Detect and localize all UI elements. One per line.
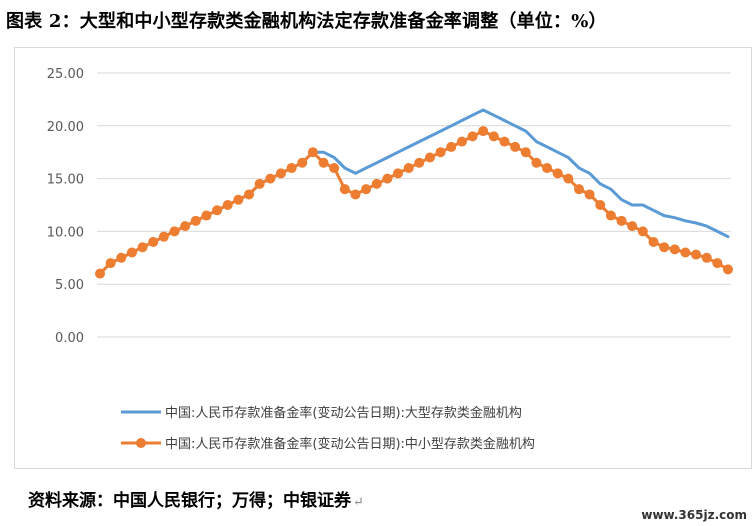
- data-point: [297, 157, 308, 168]
- data-point: [499, 136, 510, 147]
- chart-frame: 0.00 5.00 10.00 15.00 20.00 25.00 中国:人民币存款准备金…: [14, 47, 752, 469]
- data-point: [180, 221, 191, 232]
- source-note: 资料来源：中国人民银行；万得；中银证券 ↵: [28, 486, 364, 511]
- data-point: [212, 205, 223, 216]
- data-point: [637, 226, 648, 237]
- return-mark: ↵: [353, 495, 364, 510]
- data-point: [531, 157, 542, 168]
- data-point: [680, 247, 691, 258]
- data-point: [701, 252, 712, 263]
- data-point: [446, 141, 457, 152]
- data-point: [244, 189, 255, 200]
- data-point: [616, 215, 627, 226]
- data-point: [542, 163, 553, 174]
- data-point: [233, 194, 244, 205]
- data-point: [371, 178, 382, 189]
- y-tick-label: 20.00: [47, 120, 84, 135]
- y-tick-label: 10.00: [47, 225, 84, 240]
- data-point: [488, 131, 499, 142]
- data-point: [350, 189, 361, 200]
- data-point: [435, 147, 446, 158]
- data-point: [254, 178, 265, 189]
- source-text: 资料来源：中国人民银行；万得；中银证券: [28, 491, 351, 511]
- data-point: [552, 168, 563, 179]
- y-tick-label: 5.00: [55, 278, 84, 293]
- data-point: [584, 189, 595, 200]
- data-point: [105, 258, 116, 269]
- data-point: [169, 226, 180, 237]
- data-point: [286, 163, 297, 174]
- y-tick-label: 25.00: [47, 67, 84, 82]
- data-point: [669, 244, 680, 255]
- y-tick-label: 15.00: [47, 173, 84, 188]
- y-axis-tick-labels: 0.00 5.00 10.00 15.00 20.00 25.00: [47, 67, 84, 346]
- data-point: [275, 168, 286, 179]
- data-point: [478, 126, 489, 137]
- data-point: [424, 152, 435, 163]
- data-point: [648, 236, 659, 247]
- legend-entry-0: 中国:人民币存款准备金率(变动公告日期):大型存款类金融机构: [121, 405, 522, 421]
- data-point: [691, 249, 702, 260]
- series-line-large-institutions: [98, 108, 730, 276]
- data-point: [563, 173, 574, 184]
- data-point: [605, 210, 616, 221]
- data-point: [222, 200, 233, 210]
- data-point: [382, 173, 393, 184]
- data-point: [712, 258, 723, 269]
- watermark: www.365jz.com: [641, 508, 747, 522]
- data-point: [659, 242, 670, 253]
- data-point: [510, 141, 521, 152]
- data-point: [627, 221, 638, 232]
- data-point: [393, 168, 404, 179]
- gridlines: [97, 72, 731, 338]
- data-point: [190, 215, 201, 226]
- page-title: 图表 2：大型和中小型存款类金融机构法定存款准备金率调整（单位：%）: [6, 11, 607, 32]
- data-point: [361, 184, 372, 195]
- data-point: [95, 268, 105, 279]
- data-point: [339, 184, 350, 195]
- data-point: [723, 264, 733, 275]
- data-point: [520, 147, 531, 158]
- data-point: [467, 131, 478, 142]
- data-point: [329, 163, 340, 174]
- series-layer: [95, 108, 733, 279]
- data-point: [318, 157, 329, 168]
- series-line-small-medium-institutions: [98, 129, 730, 276]
- data-point: [126, 247, 137, 258]
- legend-entry-1: 中国:人民币存款准备金率(变动公告日期):中小型存款类金融机构: [121, 436, 535, 452]
- legend: 中国:人民币存款准备金率(变动公告日期):大型存款类金融机构中国:人民币存款准备…: [121, 405, 535, 452]
- line-chart: 0.00 5.00 10.00 15.00 20.00 25.00 中国:人民币存款准备金…: [47, 67, 733, 452]
- data-point: [414, 157, 425, 168]
- data-point: [148, 236, 159, 247]
- data-point: [456, 136, 467, 147]
- legend-marker-swatch: [136, 438, 146, 448]
- data-point: [116, 252, 127, 263]
- legend-label: 中国:人民币存款准备金率(变动公告日期):大型存款类金融机构: [165, 405, 522, 421]
- data-point: [307, 147, 318, 158]
- data-point: [573, 184, 584, 195]
- data-point: [201, 210, 212, 221]
- data-point: [595, 200, 606, 210]
- y-tick-label: 0.00: [55, 331, 84, 346]
- data-point: [158, 231, 169, 242]
- legend-label: 中国:人民币存款准备金率(变动公告日期):中小型存款类金融机构: [165, 436, 535, 452]
- data-point: [265, 173, 276, 184]
- data-point: [403, 163, 414, 174]
- data-point: [137, 242, 148, 253]
